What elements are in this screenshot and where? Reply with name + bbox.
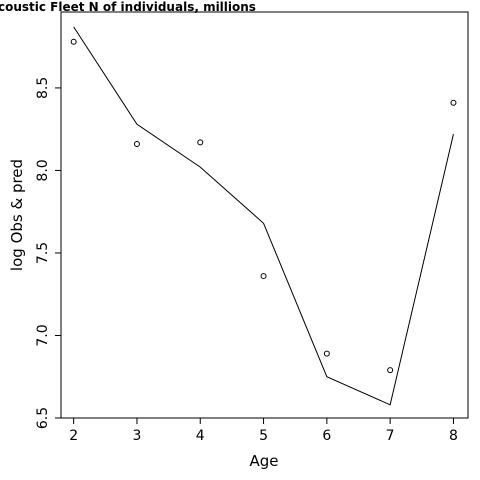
x-axis-label: Age — [249, 452, 278, 470]
observed-point — [450, 99, 457, 106]
x-tick-label: 2 — [69, 428, 78, 444]
plot-frame — [60, 11, 469, 419]
x-tick-label: 5 — [259, 428, 268, 444]
observed-point — [260, 273, 267, 280]
chart-title: coustic Fleet N of individuals, millions — [0, 0, 256, 14]
y-tick-label: 8.5 — [35, 77, 51, 99]
predicted-line — [73, 26, 454, 406]
y-axis: 6.5 7.0 7.5 8.0 8.5 — [35, 77, 61, 429]
observed-point — [70, 38, 77, 45]
y-tick-label: 7.5 — [35, 242, 51, 264]
x-tick-label: 4 — [196, 428, 205, 444]
x-tick-label: 8 — [449, 428, 458, 444]
y-tick-label: 6.5 — [35, 407, 51, 429]
x-axis: 2 3 4 5 6 7 8 — [69, 418, 458, 444]
y-tick-label: 7.0 — [35, 324, 51, 346]
observed-points — [70, 38, 457, 374]
observed-point — [197, 139, 204, 146]
x-tick-label: 3 — [132, 428, 141, 444]
observed-point — [387, 367, 394, 374]
observed-point — [133, 141, 140, 148]
observed-point — [323, 350, 330, 357]
y-axis-label: log Obs & pred — [8, 159, 26, 271]
y-tick-label: 8.0 — [35, 159, 51, 181]
x-tick-label: 6 — [322, 428, 331, 444]
x-tick-label: 7 — [386, 428, 395, 444]
